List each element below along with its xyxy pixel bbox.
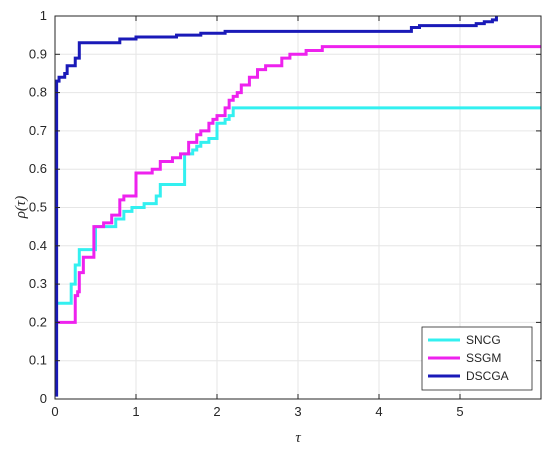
legend-label-ssgm: SSGM xyxy=(466,351,501,365)
y-tick-label: 0.6 xyxy=(29,161,47,176)
y-tick-label: 0.7 xyxy=(29,123,47,138)
y-tick-label: 1 xyxy=(40,8,47,23)
y-tick-label: 0.5 xyxy=(29,200,47,215)
series-line-ssgm xyxy=(55,45,541,324)
legend-label-sncg: SNCG xyxy=(466,333,501,347)
series-line-dscga xyxy=(55,16,498,397)
plot-series xyxy=(55,16,541,397)
grid xyxy=(54,15,541,400)
legend-label-dscga: DSCGA xyxy=(466,369,509,383)
axis-ticks xyxy=(54,15,541,400)
legend: SNCG SSGM DSCGA xyxy=(421,326,533,391)
y-tick-label: 0.2 xyxy=(29,314,47,329)
x-tick-label: 5 xyxy=(456,404,463,419)
y-tick-label: 0.8 xyxy=(29,85,47,100)
y-tick-label: 0.3 xyxy=(29,276,47,291)
x-tick-label: 3 xyxy=(294,404,301,419)
x-axis-label: τ xyxy=(295,430,301,446)
y-tick-label: 0 xyxy=(40,391,47,406)
y-tick-label: 0.1 xyxy=(29,353,47,368)
x-tick-label: 1 xyxy=(132,404,139,419)
y-tick-label: 0.9 xyxy=(29,46,47,61)
x-tick-label: 0 xyxy=(51,404,58,419)
x-tick-label: 4 xyxy=(375,404,382,419)
x-tick-label: 2 xyxy=(213,404,220,419)
axis-tick-labels: 0 1 2 3 4 5 0 0.1 0.2 0.3 0.4 0.5 0.6 0.7 0.8 0.9 1 xyxy=(29,8,464,419)
y-axis-label: ρ(τ) xyxy=(13,196,29,220)
y-tick-label: 0.4 xyxy=(29,238,47,253)
series-line-sncg xyxy=(55,106,541,305)
